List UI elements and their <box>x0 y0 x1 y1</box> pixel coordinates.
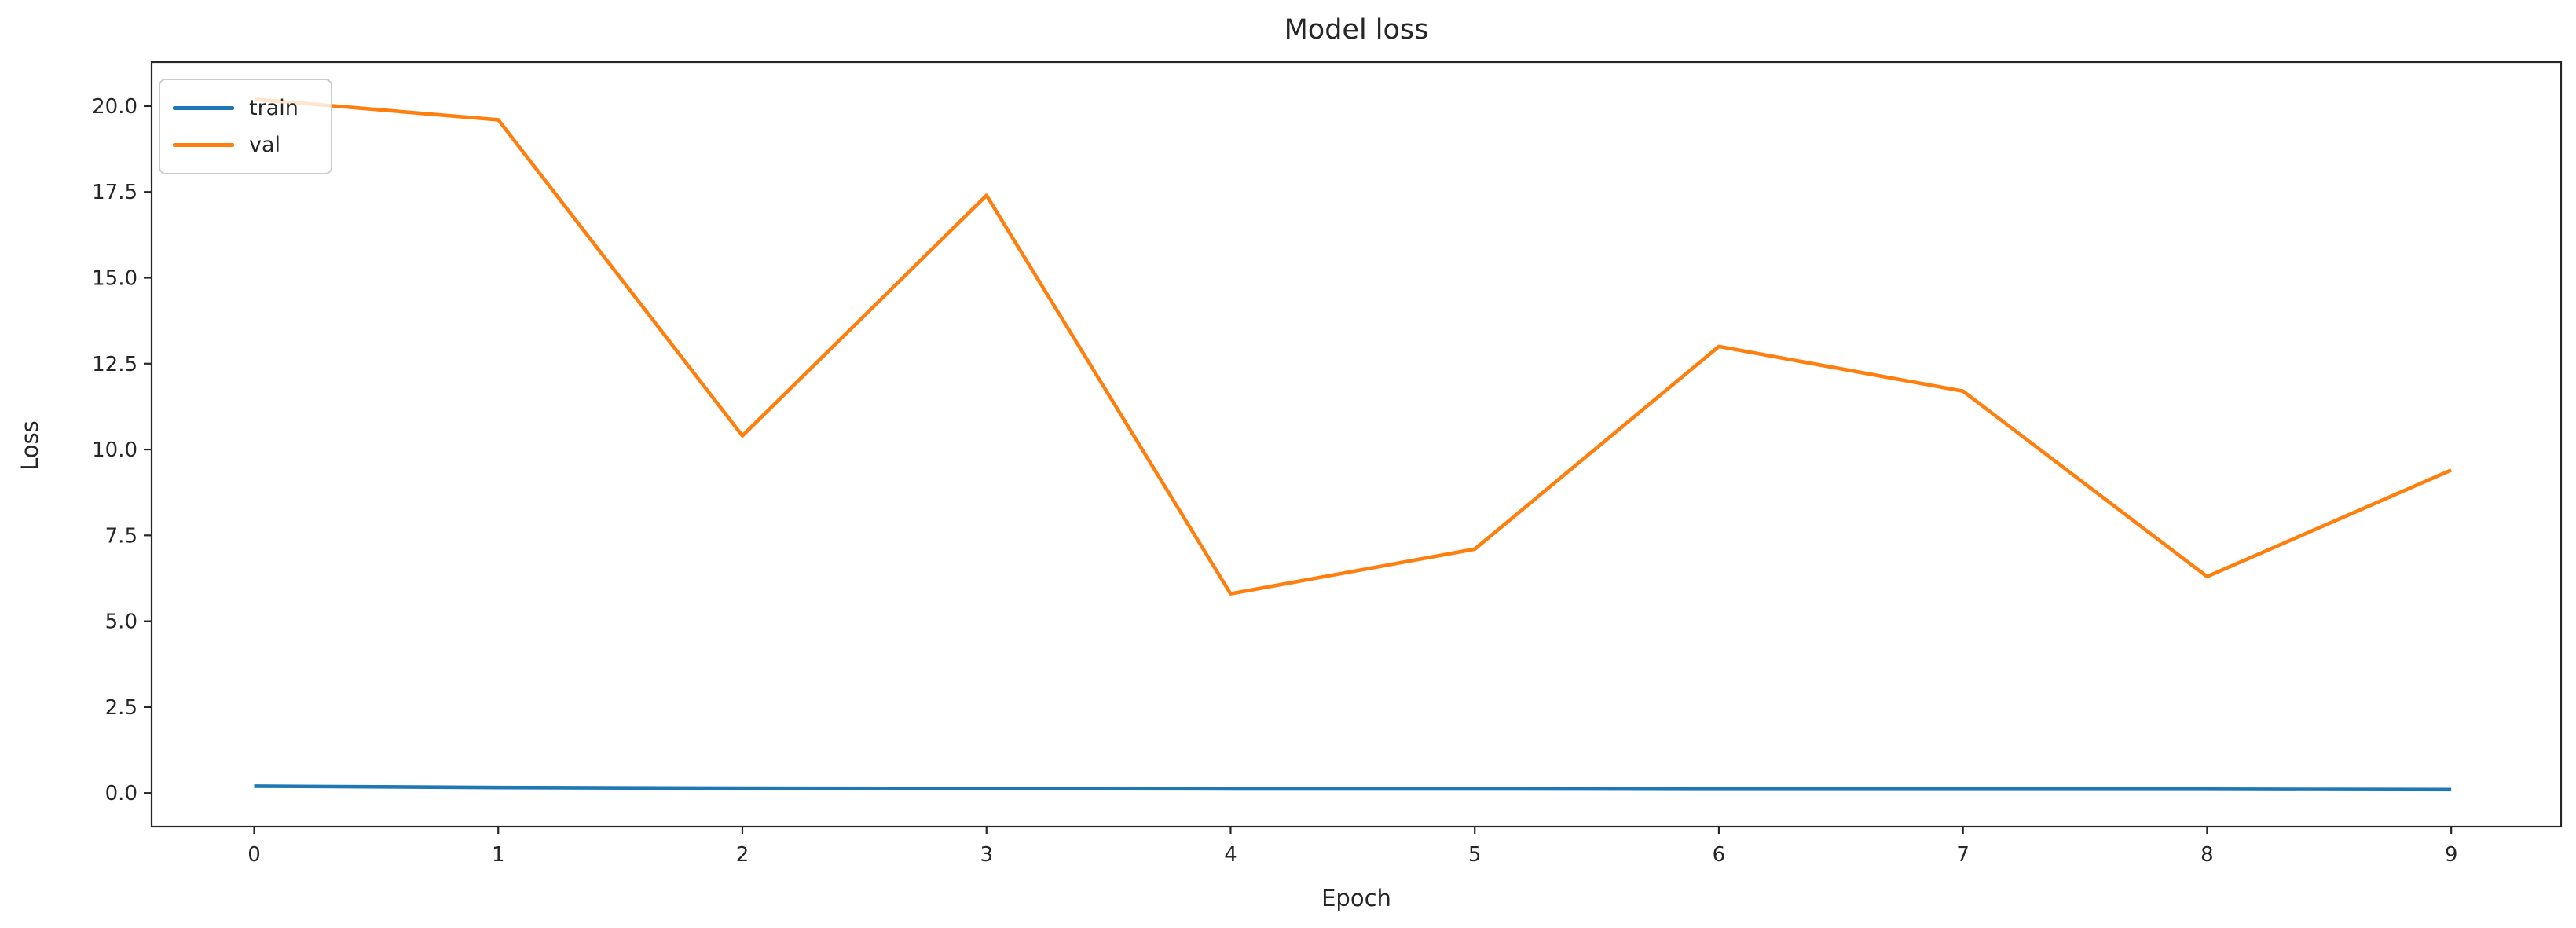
legend-label-train: train <box>249 96 299 120</box>
x-tick-label: 3 <box>980 843 993 867</box>
series-line-val <box>254 97 2453 596</box>
y-tick-label: 12.5 <box>92 353 137 376</box>
axes-frame <box>150 61 2563 828</box>
legend-entry-train: train <box>173 90 318 127</box>
x-axis-label: Epoch <box>1321 885 1391 911</box>
y-tick-label: 20.0 <box>92 95 137 119</box>
chart-title: Model loss <box>1284 14 1429 46</box>
y-tick-label: 5.0 <box>105 611 137 634</box>
y-axis-label: Loss <box>16 420 43 471</box>
y-tick-label: 2.5 <box>105 696 137 720</box>
x-tick-label: 4 <box>1224 843 1237 867</box>
x-tick-label: 6 <box>1713 843 1726 867</box>
x-tick-label: 8 <box>2200 843 2214 867</box>
x-tick-label: 1 <box>492 843 505 867</box>
y-tick-label: 15.0 <box>92 267 137 291</box>
x-tick-label: 5 <box>1468 843 1482 867</box>
y-tick-label: 7.5 <box>105 524 137 548</box>
x-tick-label: 0 <box>247 843 261 867</box>
train-line-swatch <box>173 106 234 110</box>
x-tick-label: 9 <box>2445 843 2458 867</box>
y-tick-label: 10.0 <box>92 438 137 462</box>
legend-label-val: val <box>249 133 281 157</box>
legend-entry-val: val <box>173 127 318 163</box>
series-line-train <box>254 784 2452 792</box>
legend-box: train val <box>159 79 332 174</box>
y-tick-label: 0.0 <box>105 782 137 805</box>
x-tick-label: 2 <box>736 843 749 867</box>
val-line-swatch <box>173 143 234 147</box>
y-tick-label: 17.5 <box>92 181 137 204</box>
x-tick-label: 7 <box>1956 843 1970 867</box>
